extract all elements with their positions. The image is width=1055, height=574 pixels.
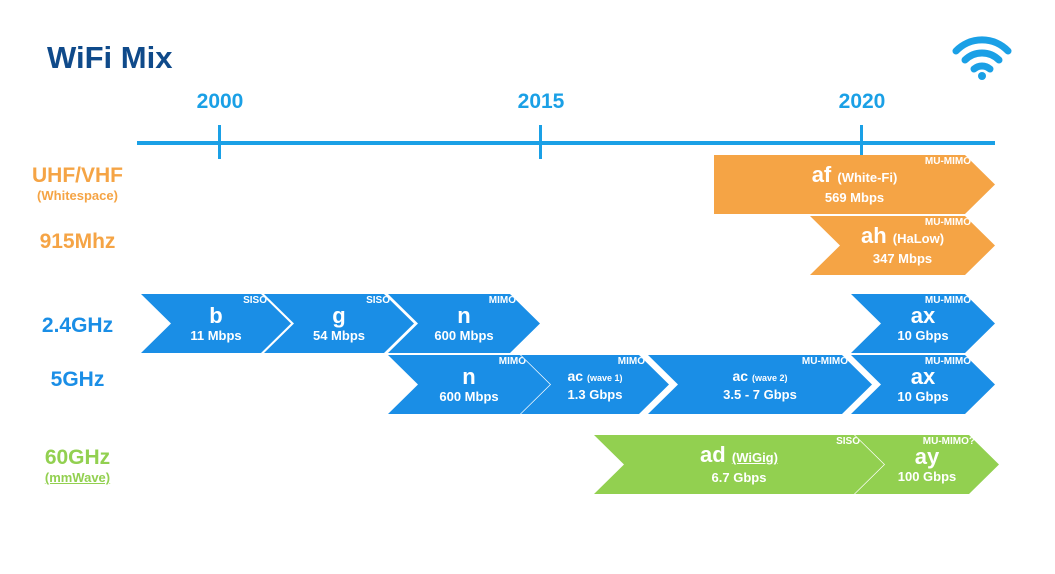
standard-rate: 10 Gbps [897,327,949,343]
year-label-2000: 2000 [196,90,244,113]
wifi-icon [952,36,1012,80]
antenna-label: SISO [243,295,267,306]
antenna-label: MU-MIMO [924,156,971,167]
standard-note: (White-Fi) [837,170,898,185]
standard-note: (HaLow) [892,231,945,246]
standard-n-5ghz: MIMO n 600 Mbps [388,355,550,414]
standard-b: SISO b 11 Mbps [141,294,291,353]
timeline-axis [137,141,995,145]
standard-rate: 100 Gbps [897,468,957,484]
band-name: UHF/VHF [32,164,123,187]
band-name: 5GHz [50,368,105,391]
band-sub: (Whitespace) [37,188,118,203]
timeline-tick [218,125,221,159]
standard-note: (wave 2) [751,372,788,383]
antenna-label: MU-MIMO [924,295,971,306]
standard-ac-wave2: MU-MIMO ac (wave 2) 3.5 - 7 Gbps [648,355,872,414]
standard-name: b [209,302,223,328]
standard-name: n [457,302,471,328]
standard-ax-5ghz: MU-MIMO ax 10 Gbps [851,355,995,414]
standard-name: ac [567,367,584,384]
standard-rate: 3.5 - 7 Gbps [723,386,797,402]
standard-name: ah [860,223,887,248]
standard-name: g [332,302,346,328]
antenna-label: MIMO [488,295,516,306]
standard-name: ac [732,367,749,384]
band-name: 60GHz [44,446,111,469]
standard-name: ax [910,302,936,328]
antenna-label: MIMO [498,356,526,367]
standard-rate: 11 Mbps [190,327,242,343]
antenna-label: MU-MIMO [801,356,848,367]
standard-ah: MU-MIMO ah (HaLow) 347 Mbps [810,216,995,275]
band-name: 2.4GHz [41,314,114,337]
page-title: WiFi Mix [47,40,173,75]
year-label-2015: 2015 [517,90,565,113]
standard-rate: 54 Mbps [312,327,365,343]
band-label-24ghz: 2.4GHz [20,314,135,338]
standard-name: ay [914,443,940,469]
standard-n-24ghz: MIMO n 600 Mbps [388,294,540,353]
standard-name: ax [910,363,936,389]
standard-rate: 569 Mbps [824,190,885,205]
standard-name: af [811,162,832,187]
antenna-label: SISO [836,436,860,447]
band-name: 915Mhz [39,230,116,253]
standard-rate: 347 Mbps [872,251,933,266]
standard-ad: SISO ad (WiGig) 6.7 Gbps [594,435,884,494]
band-label-915: 915Mhz [20,230,135,254]
standard-rate: 600 Mbps [434,327,494,343]
standard-name: ad [700,442,726,467]
standard-ay: MU-MIMO? ay 100 Gbps [855,435,999,494]
antenna-label: SISO [366,295,390,306]
antenna-label: MU-MIMO [924,217,971,228]
antenna-label: MIMO [617,356,645,367]
band-sub: (mmWave) [44,470,111,485]
standard-rate: 1.3 Gbps [567,386,623,402]
standard-rate: 6.7 Gbps [711,470,767,485]
standard-rate: 600 Mbps [439,388,499,404]
band-label-60ghz: 60GHz (mmWave) [20,446,135,485]
standard-note: (WiGig) [731,450,778,465]
timeline-tick [539,125,542,159]
year-label-2020: 2020 [838,90,886,113]
timeline-tick [860,125,863,159]
antenna-label: MU-MIMO [924,356,971,367]
standard-name: n [462,363,476,389]
standard-rate: 10 Gbps [897,388,949,404]
antenna-label: MU-MIMO? [922,436,975,447]
band-label-5ghz: 5GHz [20,368,135,392]
standard-af: MU-MIMO af (White-Fi) 569 Mbps [714,155,995,214]
standard-ax-24ghz: MU-MIMO ax 10 Gbps [851,294,995,353]
band-label-uhf: UHF/VHF (Whitespace) [20,164,135,203]
standard-note: (wave 1) [586,372,623,383]
